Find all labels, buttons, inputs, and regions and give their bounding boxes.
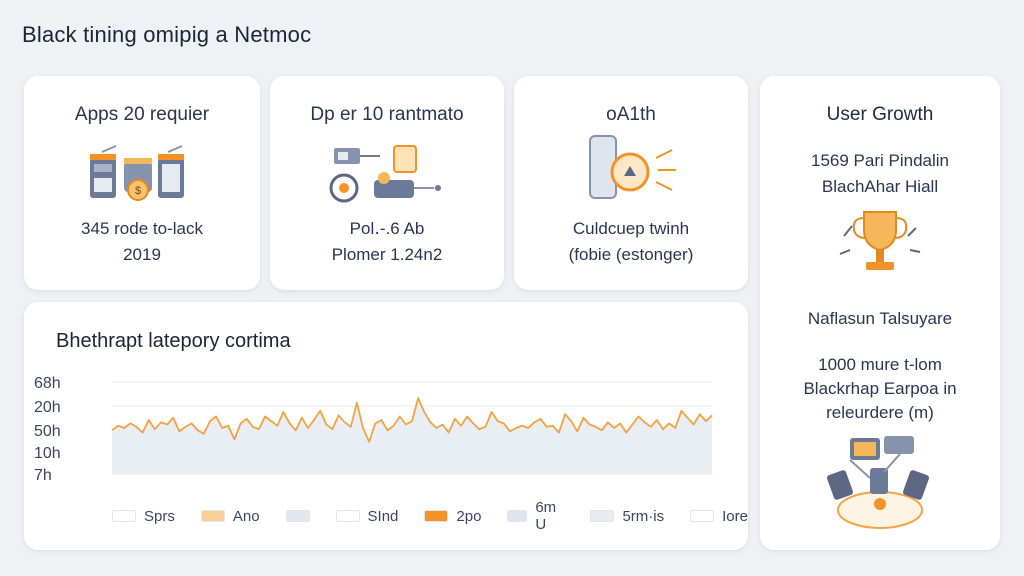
stat-card-mobile[interactable]: oA1th Culdcuep twinh (fobie (estonger)	[514, 76, 748, 290]
series-line	[111, 397, 713, 443]
page-title: Black tining omipig a Netmoc	[22, 22, 312, 47]
chart-title: Bhethrapt latepory cortima	[56, 330, 291, 352]
legend-swatch	[424, 510, 449, 522]
stat-card-title: oA1th	[606, 104, 656, 125]
user-growth-card[interactable]: User Growth 1569 Pari Pindalin BlachAhar…	[760, 76, 1000, 550]
stat-card-apps[interactable]: Apps 20 requier $ 345 rode to-lack 2019	[24, 76, 260, 290]
legend-swatch	[285, 510, 310, 522]
user-growth-line: 1000 mure t-lom	[818, 355, 942, 374]
legend-label: SInd	[367, 507, 399, 525]
y-tick-label: 10h	[34, 445, 61, 462]
legend-label: 2po	[456, 507, 482, 525]
server-cans-icon: $	[72, 144, 212, 211]
stat-card-rate[interactable]: Dp er 10 rantmato Pol․-.6 Ab Plomer 1.24…	[270, 76, 504, 290]
user-growth-line: Naflasun Talsuyare	[807, 309, 953, 328]
legend-item: Sprs	[112, 508, 175, 525]
legend-item: 5rm·is	[590, 508, 664, 525]
trophy-icon	[830, 206, 930, 283]
stat-card-line: 345 rode to-lack	[81, 219, 203, 238]
legend-item: Ano	[200, 507, 260, 525]
user-growth-line: Blackrhap Earpoa in	[803, 379, 957, 398]
user-growth-line: 1569 Pari Pindalin	[811, 151, 949, 170]
y-tick-label: 50h	[34, 423, 61, 440]
chart-card[interactable]: Bhethrapt latepory cortima 68h 20h 50h 10h 7…	[24, 302, 748, 550]
phone-sun-icon	[576, 132, 686, 209]
stat-card-title: Dp er 10 rantmato	[310, 104, 464, 125]
user-growth-line: BlachAhar Hiall	[821, 177, 939, 196]
stat-card-title: Apps 20 requier	[74, 104, 210, 125]
stat-card-line: 2019	[123, 245, 161, 264]
legend-label: Ano	[232, 507, 260, 525]
legend-swatch	[112, 510, 136, 522]
y-tick-label: 20h	[34, 399, 61, 416]
user-growth-line: releurdere (m)	[826, 403, 934, 422]
network-devices-icon	[820, 432, 940, 537]
series-area	[112, 398, 712, 474]
user-growth-title: User Growth	[826, 104, 934, 125]
legend-swatch	[590, 510, 615, 522]
legend-item: 2po	[424, 508, 481, 525]
legend-item: Iore	[690, 508, 748, 525]
stat-card-line: (fobie (estonger)	[568, 245, 694, 264]
legend-label: Sprs	[144, 507, 175, 525]
machinery-icon	[322, 142, 452, 211]
stat-card-line: Pol․-.6 Ab	[349, 219, 425, 238]
legend-item	[285, 510, 310, 522]
legend-swatch	[690, 510, 715, 522]
svg-text:$: $	[135, 185, 141, 197]
stat-card-line: Plomer 1.24n2	[331, 245, 443, 264]
legend-label: 5rm·is	[622, 507, 665, 525]
y-tick-label: 68h	[34, 375, 61, 392]
line-chart: 68h 20h 50h 10h 7h	[34, 375, 713, 484]
y-tick-label: 7h	[34, 467, 52, 484]
legend-label: 6m U	[535, 499, 557, 533]
legend-item: 6m U	[507, 499, 564, 533]
legend-swatch	[200, 510, 225, 522]
stat-card-line: Culdcuep twinh	[572, 219, 690, 238]
legend-swatch	[335, 510, 360, 522]
legend-swatch	[507, 510, 528, 522]
legend-label: Iore	[722, 507, 748, 525]
legend-item: SInd	[335, 507, 399, 525]
chart-legend: Sprs Ano SInd 2po 6m U 5rm·is Iore	[112, 499, 748, 533]
